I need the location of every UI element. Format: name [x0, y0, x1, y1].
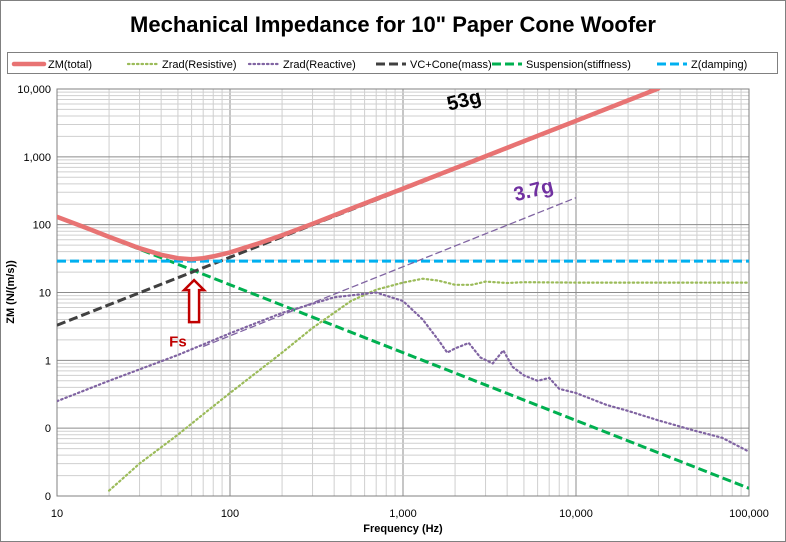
legend-label: Zrad(Reactive) [283, 59, 356, 71]
y-axis-label: ZM (N/(m/s)) [5, 260, 17, 324]
series-line-mass-3.7g [202, 197, 577, 348]
legend-label: Zrad(Resistive) [162, 59, 237, 71]
series-line-zm-total- [57, 89, 661, 262]
legend-label: Suspension(stiffness) [526, 59, 631, 71]
legend-label: Z(damping) [691, 59, 747, 71]
x-tick-label: 100,000 [729, 508, 769, 520]
axes-layer: 10 100 1,000 10,000 100,000 0 0 1 10 100 1,000 10,0… [17, 84, 769, 520]
y-tick-label: 10,000 [17, 84, 51, 96]
legend-layer: ZM(total) Zrad(Resistive) Zrad(Reactive) VC… [11, 59, 747, 71]
y-tick-label: 100 [33, 220, 51, 232]
x-tick-label: 100 [221, 508, 239, 520]
y-tick-label: 0 [45, 423, 51, 435]
plot-area-border [56, 88, 750, 497]
series-line-zrad-reactive- [57, 291, 749, 453]
series-line-zrad-resistive- [108, 277, 749, 492]
series-line-suspension-stiffness- [57, 215, 749, 490]
y-tick-label: 0 [45, 491, 51, 503]
x-tick-label: 10 [51, 508, 63, 520]
grid-layer [56, 89, 749, 497]
annotation-fs: Fs [169, 333, 187, 350]
fs-arrow [181, 278, 208, 324]
legend-label: ZM(total) [48, 59, 92, 71]
annotation-53g: 53g [445, 86, 484, 116]
x-axis-label: Frequency (Hz) [363, 523, 443, 535]
chart-title: Mechanical Impedance for 10" Paper Cone … [130, 12, 656, 37]
x-tick-label: 1,000 [389, 508, 417, 520]
x-tick-label: 10,000 [559, 508, 593, 520]
y-tick-label: 10 [39, 288, 51, 300]
y-tick-label: 1 [45, 355, 51, 367]
legend-label: VC+Cone(mass) [410, 59, 492, 71]
series-layer [57, 89, 749, 492]
y-tick-label: 1,000 [23, 152, 51, 164]
